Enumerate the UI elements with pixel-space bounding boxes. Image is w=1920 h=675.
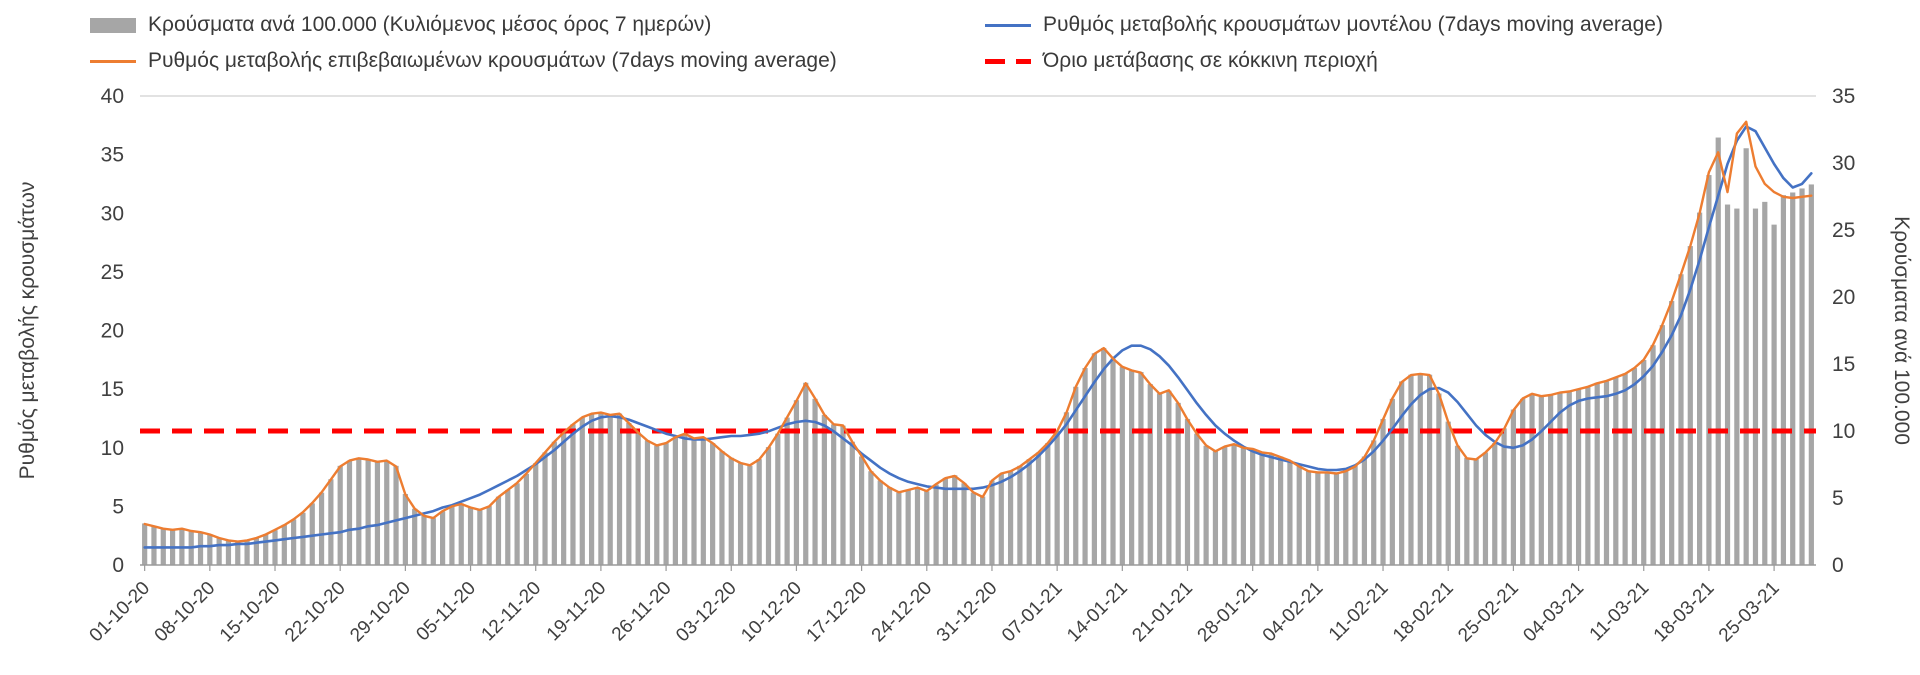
legend-label-threshold: Όριο μετάβασης σε κόκκινη περιοχή (1043, 49, 1378, 72)
x-tick-label: 21-01-21 (1128, 578, 1197, 647)
chart-svg: 01-10-2008-10-2015-10-2022-10-2029-10-20… (16, 85, 1913, 647)
left-tick-label: 10 (101, 437, 124, 460)
x-tick-label: 18-03-21 (1650, 578, 1719, 647)
legend-label-model-rate: Ρυθμός μεταβολής κρουσμάτων μοντέλου (7d… (1043, 13, 1663, 36)
x-axis: 01-10-2008-10-2015-10-2022-10-2029-10-20… (86, 564, 1816, 647)
x-tick-label: 03-12-20 (672, 578, 741, 647)
bar-series-swatch-icon (90, 17, 136, 33)
x-tick-label: 17-12-20 (803, 578, 872, 647)
x-tick-label: 04-03-21 (1519, 578, 1588, 647)
x-tick-label: 22-10-20 (281, 578, 350, 647)
y-axis-right: 0 5 10 15 20 25 30 35 (1832, 85, 1855, 577)
x-tick-label: 04-02-21 (1259, 578, 1328, 647)
left-tick-label: 40 (101, 88, 124, 108)
left-tick-label: 5 (112, 495, 124, 518)
left-axis-title: Ρυθμός μεταβολής κρουσμάτων (16, 182, 39, 480)
x-tick-label: 18-02-21 (1389, 578, 1458, 647)
x-tick-label: 01-10-20 (86, 578, 155, 647)
right-tick-label: 20 (1832, 286, 1855, 309)
chart-legend: Κρούσματα ανά 100.000 (Κυλιόμενος μέσος … (0, 0, 1920, 88)
x-tick-label: 25-03-21 (1715, 578, 1784, 647)
x-tick-label: 14-01-21 (1063, 578, 1132, 647)
x-tick-label: 29-10-20 (346, 578, 415, 647)
legend-label-cases-bars: Κρούσματα ανά 100.000 (Κυλιόμενος μέσος … (148, 13, 712, 36)
x-tick-label: 25-02-21 (1454, 578, 1523, 647)
blue-line-swatch-icon (985, 23, 1031, 27)
y-axis-left: 0 5 10 15 20 25 30 35 40 (101, 85, 124, 577)
x-tick-label: 10-12-20 (737, 578, 806, 647)
x-tick-label: 24-12-20 (868, 578, 937, 647)
legend-item-model-rate: Ρυθμός μεταβολής κρουσμάτων μοντέλου (7d… (985, 10, 1663, 40)
x-tick-label: 08-10-20 (151, 578, 220, 647)
right-tick-label: 10 (1832, 420, 1855, 443)
legend-column-right: Ρυθμός μεταβολής κρουσμάτων μοντέλου (7d… (985, 10, 1663, 76)
left-tick-label: 25 (101, 261, 124, 284)
red-dashed-swatch-icon (985, 58, 1031, 64)
left-tick-label: 20 (101, 320, 124, 343)
right-axis-title: Κρούσματα ανά 100.000 (1890, 216, 1913, 445)
right-tick-label: 25 (1832, 219, 1855, 242)
legend-label-confirmed-rate: Ρυθμός μεταβολής επιβεβαιωμένων κρουσμάτ… (148, 49, 837, 72)
x-tick-label: 26-11-20 (608, 578, 676, 646)
right-tick-label: 15 (1832, 353, 1855, 376)
legend-item-confirmed-rate: Ρυθμός μεταβολής επιβεβαιωμένων κρουσμάτ… (90, 46, 837, 76)
x-tick-label: 11-03-21 (1586, 578, 1654, 646)
bars-series (142, 137, 1814, 566)
x-tick-label: 11-02-21 (1325, 578, 1393, 646)
right-tick-label: 0 (1832, 554, 1844, 577)
left-tick-label: 15 (101, 378, 124, 401)
x-tick-label: 05-11-20 (412, 578, 480, 646)
legend-item-cases-bars: Κρούσματα ανά 100.000 (Κυλιόμενος μέσος … (90, 10, 837, 40)
x-tick-label: 07-01-21 (998, 578, 1067, 647)
x-tick-label: 19-11-20 (543, 578, 611, 646)
legend-column-left: Κρούσματα ανά 100.000 (Κυλιόμενος μέσος … (90, 10, 837, 76)
left-tick-label: 30 (101, 202, 124, 225)
right-tick-label: 5 (1832, 487, 1844, 510)
x-tick-label: 12-11-20 (478, 578, 546, 646)
right-tick-label: 30 (1832, 152, 1855, 175)
x-tick-label: 31-12-20 (933, 578, 1002, 647)
confirmed-rate-line (143, 120, 1813, 543)
orange-line-swatch-icon (90, 59, 136, 63)
legend-item-threshold: Όριο μετάβασης σε κόκκινη περιοχή (985, 46, 1663, 76)
left-tick-label: 35 (101, 144, 124, 167)
right-tick-label: 35 (1832, 88, 1855, 108)
x-tick-label: 15-10-20 (216, 578, 285, 647)
left-tick-label: 0 (112, 554, 124, 577)
chart-area: 01-10-20 08-10-20 15-10-20 22-10-20 29-10-20… (0, 85, 1920, 670)
x-tick-label: 28-01-21 (1194, 578, 1263, 647)
